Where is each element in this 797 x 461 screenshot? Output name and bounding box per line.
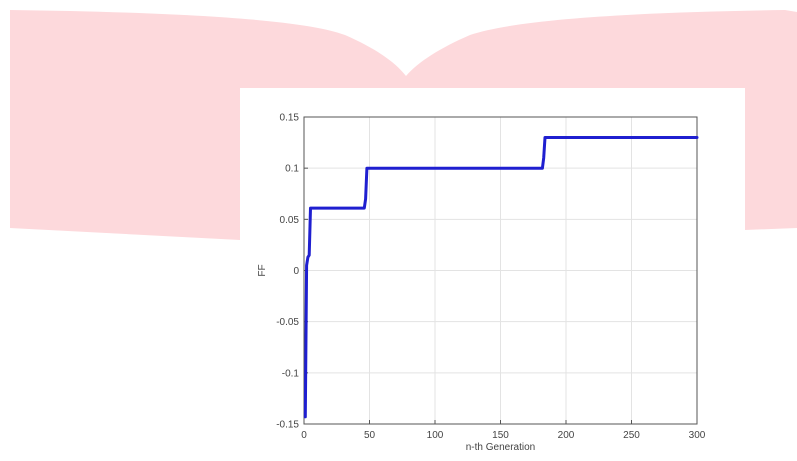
series-layer xyxy=(303,136,699,419)
x-axis-label: n-th Generation xyxy=(466,442,536,453)
grid xyxy=(303,116,698,425)
y-tick-label: -0.1 xyxy=(282,368,300,379)
x-tick-label: 50 xyxy=(364,430,376,441)
y-tick-label: -0.05 xyxy=(276,317,299,328)
x-tick-label: 0 xyxy=(301,430,307,441)
y-axis-label: FF xyxy=(257,264,268,276)
x-tick-label: 300 xyxy=(689,430,706,441)
y-tick-label: 0 xyxy=(293,266,299,277)
y-tick-label: -0.15 xyxy=(276,420,299,431)
background-book-shape-path xyxy=(10,10,797,240)
series-line xyxy=(303,136,699,419)
x-tick-label: 200 xyxy=(558,430,575,441)
chart: 0 50 100 150 200 250 300 -0.15 -0.1 -0.05 0 0.05 0.1… xyxy=(257,113,706,454)
x-tick-label: 100 xyxy=(427,430,444,441)
y-tick-label: 0.1 xyxy=(285,164,299,175)
chart-panel: 0 50 100 150 200 250 300 -0.15 -0.1 -0.05 0 0.05 0.1… xyxy=(240,88,745,461)
tick-labels: 0 50 100 150 200 250 300 -0.15 -0.1 -0.05 0 0.05 0.1… xyxy=(276,113,706,442)
x-tick-label: 150 xyxy=(492,430,509,441)
y-tick-label: 0.05 xyxy=(280,215,300,226)
x-tick-label: 250 xyxy=(623,430,640,441)
y-tick-label: 0.15 xyxy=(280,113,300,124)
